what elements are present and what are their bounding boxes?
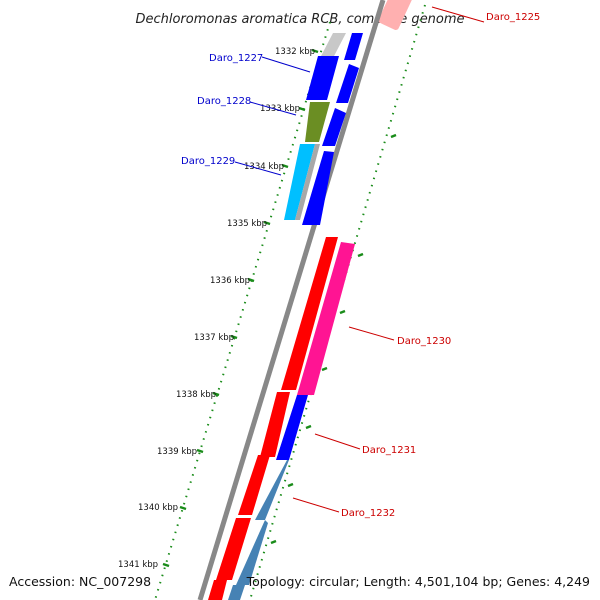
gene-feature	[344, 33, 363, 60]
gene-feature	[336, 64, 359, 103]
outer-ring-ticks	[270, 133, 397, 545]
genome-summary-text: Topology: circular; Length: 4,501,104 bp…	[246, 574, 590, 589]
gene-label[interactable]: Daro_1231	[362, 445, 416, 456]
gene-label[interactable]: Daro_1232	[341, 508, 395, 519]
gene-feature	[320, 33, 346, 58]
gene-feature	[260, 392, 290, 457]
gene-feature	[295, 144, 320, 220]
kbp-label: 1335 kbp	[227, 219, 267, 229]
kbp-label: 1333 kbp	[260, 104, 300, 114]
gene-feature	[236, 520, 268, 585]
kbp-label: 1341 kbp	[118, 560, 158, 570]
gene-feature	[302, 151, 334, 225]
accession-text: Accession: NC_007298	[9, 574, 151, 589]
gene-feature	[228, 585, 245, 600]
gene-feature	[216, 518, 251, 580]
gene-feature	[305, 102, 330, 142]
gene-track-lower	[208, 237, 355, 600]
gene-label[interactable]: Daro_1230	[397, 336, 451, 347]
gene-label[interactable]: Daro_1229	[181, 156, 235, 167]
kbp-label: 1336 kbp	[210, 276, 250, 286]
gene-feature	[208, 580, 227, 600]
kbp-label: 1334 kbp	[244, 162, 284, 172]
gene-feature	[306, 56, 339, 100]
gene-feature	[322, 108, 346, 146]
top-feature	[378, 0, 413, 30]
backbone-line	[197, 0, 386, 600]
kbp-label: 1332 kbp	[275, 47, 315, 57]
kbp-label: 1338 kbp	[176, 390, 216, 400]
map-title: Dechloromonas aromatica RCB, complete ge…	[135, 12, 464, 27]
gene-feature	[238, 455, 270, 515]
kbp-label: 1340 kbp	[138, 503, 178, 513]
gene-label[interactable]: Daro_1225	[486, 12, 540, 23]
inner-ring-ticks	[162, 48, 319, 568]
gene-label[interactable]: Daro_1228	[197, 96, 251, 107]
kbp-label: 1339 kbp	[157, 447, 197, 457]
inner-dotted-ring	[154, 21, 331, 600]
gene-feature	[284, 144, 315, 220]
gene-label[interactable]: Daro_1227	[209, 53, 263, 64]
gene-feature	[255, 460, 289, 520]
kbp-label: 1337 kbp	[194, 333, 234, 343]
gene-feature	[297, 242, 355, 395]
gene-feature	[281, 237, 338, 390]
gene-leader-lines	[234, 6, 485, 513]
gene-track-upper	[284, 33, 363, 225]
gene-feature	[276, 395, 308, 460]
